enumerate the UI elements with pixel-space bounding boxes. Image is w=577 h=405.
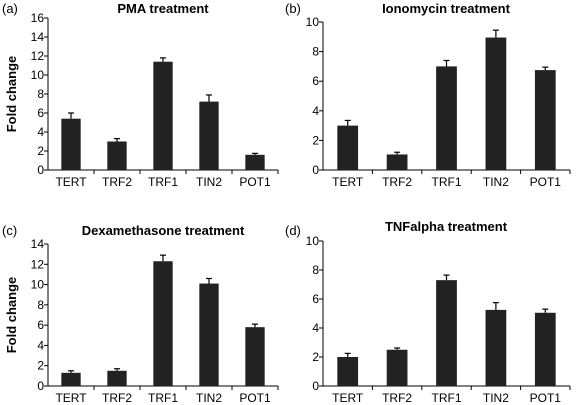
y-tick-label: 10	[31, 68, 45, 82]
y-tick-label: 4	[37, 338, 44, 352]
y-tick-label: 2	[312, 350, 319, 364]
bar	[61, 118, 81, 170]
chart-title: Ionomycin treatment	[382, 1, 511, 16]
x-tick-label: TIN2	[196, 391, 222, 405]
x-tick-label: TRF2	[382, 391, 412, 405]
y-tick-label: 6	[312, 74, 319, 88]
x-tick-label: TRF1	[148, 175, 178, 189]
y-tick-label: 8	[37, 298, 44, 312]
x-tick-label: POT1	[530, 175, 562, 189]
chart-title: Dexamethasone treatment	[82, 223, 245, 238]
bar	[153, 61, 173, 171]
y-tick-label: 12	[31, 257, 45, 271]
bar	[436, 280, 457, 386]
bar	[199, 101, 219, 170]
y-axis-label: Fold change	[4, 277, 19, 354]
y-tick-label: 4	[37, 125, 44, 139]
bar	[534, 312, 556, 386]
y-tick-label: 8	[312, 263, 319, 277]
x-tick-label: TRF1	[432, 175, 462, 189]
bar	[436, 66, 457, 170]
x-tick-label: TERT	[55, 391, 87, 405]
bar	[245, 154, 265, 170]
y-tick-label: 0	[37, 163, 44, 177]
bar	[61, 372, 81, 386]
chart-title: PMA treatment	[117, 1, 209, 16]
y-tick-label: 6	[37, 318, 44, 332]
y-tick-label: 2	[37, 359, 44, 373]
bar	[107, 141, 127, 170]
y-tick-label: 16	[31, 11, 45, 25]
x-tick-label: TRF2	[382, 175, 412, 189]
y-tick-label: 14	[31, 237, 45, 251]
y-tick-label: 8	[312, 45, 319, 59]
x-tick-label: TIN2	[483, 391, 509, 405]
y-tick-label: 8	[37, 87, 44, 101]
chart-title: TNFalpha treatment	[385, 219, 508, 234]
x-tick-label: TERT	[55, 175, 87, 189]
x-tick-label: TRF2	[102, 391, 132, 405]
x-tick-label: TRF1	[432, 391, 462, 405]
bar	[534, 70, 556, 170]
bar	[107, 370, 127, 386]
y-tick-label: 12	[31, 49, 45, 63]
panel-c: (c) Dexamethasone treatment Fold change 0 2 4…	[2, 223, 279, 405]
y-tick-label: 2	[312, 133, 319, 147]
y-tick-label: 4	[312, 104, 319, 118]
panel-b: (b) Ionomycin treatment 0 2 4 6 8 10 TERT TRF2 TRF…	[285, 1, 571, 189]
y-tick-label: 10	[306, 15, 320, 29]
bar	[199, 283, 219, 386]
bar	[386, 154, 408, 170]
x-tick-label: POT1	[239, 391, 271, 405]
bar	[485, 309, 507, 386]
bar	[245, 327, 265, 386]
x-tick-label: TERT	[332, 391, 364, 405]
x-tick-label: POT1	[239, 175, 271, 189]
x-tick-label: TIN2	[483, 175, 509, 189]
bar	[337, 125, 359, 170]
panel-label: (b)	[285, 1, 301, 16]
y-tick-label: 0	[312, 163, 319, 177]
y-tick-label: 0	[312, 379, 319, 393]
bar	[386, 349, 408, 386]
y-tick-label: 2	[37, 144, 44, 158]
bar	[337, 357, 359, 386]
y-tick-label: 6	[37, 106, 44, 120]
y-tick-label: 10	[306, 234, 320, 248]
y-tick-label: 14	[31, 30, 45, 44]
x-tick-label: TIN2	[196, 175, 222, 189]
panel-a: (a) PMA treatment Fold change 0 2 4 6 8 10 12 14 16…	[2, 1, 279, 189]
x-tick-label: TERT	[332, 175, 364, 189]
y-axis-label: Fold change	[4, 56, 19, 133]
panel-label: (d)	[285, 223, 301, 238]
x-tick-label: TRF2	[102, 175, 132, 189]
y-tick-label: 10	[31, 278, 45, 292]
panel-label: (a)	[2, 1, 18, 16]
bar	[153, 261, 173, 386]
x-tick-label: POT1	[530, 391, 562, 405]
bar	[485, 37, 507, 170]
y-tick-label: 0	[37, 379, 44, 393]
panel-label: (c)	[2, 223, 17, 238]
y-tick-label: 6	[312, 292, 319, 306]
panel-d: (d) TNFalpha treatment 0 2 4 6 8 10 TERT TRF2 TRF1…	[285, 219, 571, 405]
y-tick-label: 4	[312, 321, 319, 335]
x-tick-label: TRF1	[148, 391, 178, 405]
